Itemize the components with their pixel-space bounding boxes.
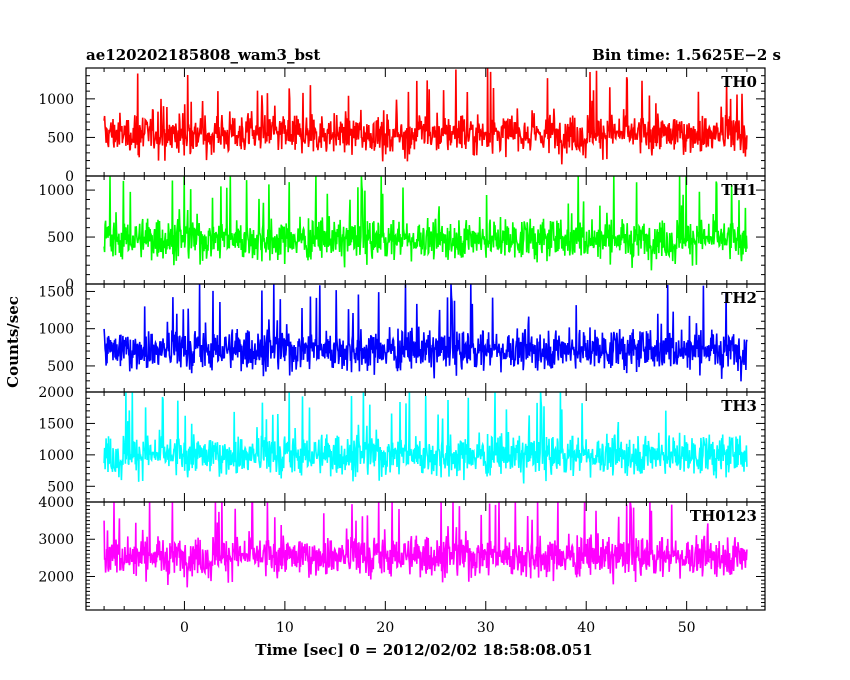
panel-th2: 500 1000 1500 TH2: [38, 283, 766, 393]
y-tick-label: 1500: [38, 284, 74, 300]
x-axis-label: Time [sec] 0 = 2012/02/02 18:58:08.051: [255, 641, 592, 659]
panel-label-th0123: TH0123: [690, 507, 757, 525]
chart-title-left: ae120202185808_wam3_bst: [86, 46, 320, 64]
series-line-th1: [103, 176, 748, 271]
y-tick-label: 2000: [38, 569, 74, 585]
y-tick-label: 1500: [38, 416, 74, 432]
y-tick-label: 500: [47, 479, 74, 495]
y-tick-label: 500: [47, 130, 74, 146]
x-tick-label: 20: [376, 620, 394, 636]
x-tick-label: 30: [477, 620, 495, 636]
series-line-th0123: [103, 502, 748, 588]
panel-th0123: 2000 3000 4000 TH0123: [38, 495, 766, 611]
panel-label-th3: TH3: [721, 397, 757, 415]
x-tick-label: 10: [276, 620, 294, 636]
y-tick-label: 1000: [38, 183, 74, 199]
panel-label-th0: TH0: [721, 73, 757, 91]
panel-th0: 0 500 1000 TH0: [38, 67, 766, 185]
x-tick-label: 40: [577, 620, 595, 636]
y-tick-label: 2000: [38, 385, 74, 401]
series-line-th3: [103, 392, 748, 484]
series-line-th0: [103, 68, 748, 165]
y-axis-label: Counts/sec: [4, 296, 22, 388]
y-tick-label: 500: [47, 359, 74, 375]
series-line-th2: [103, 284, 748, 382]
y-tick-label: 3000: [38, 532, 74, 548]
panel-th1: 0 500 1000 TH1: [38, 175, 766, 293]
y-tick-label: 1000: [38, 322, 74, 338]
y-tick-label: 1000: [38, 448, 74, 464]
y-tick-label: 500: [47, 230, 74, 246]
y-tick-label: 0: [65, 277, 74, 293]
panel-label-th2: TH2: [721, 289, 757, 307]
x-tick-label: 0: [180, 620, 189, 636]
y-tick-label: 0: [65, 169, 74, 185]
panel-label-th1: TH1: [721, 181, 757, 199]
panel-th3: 500 1000 1500 2000 TH3: [38, 385, 766, 503]
chart-title-right: Bin time: 1.5625E−2 s: [592, 46, 781, 64]
y-tick-label: 1000: [38, 92, 74, 108]
y-tick-label: 4000: [38, 495, 74, 511]
x-tick-label: 50: [678, 620, 696, 636]
